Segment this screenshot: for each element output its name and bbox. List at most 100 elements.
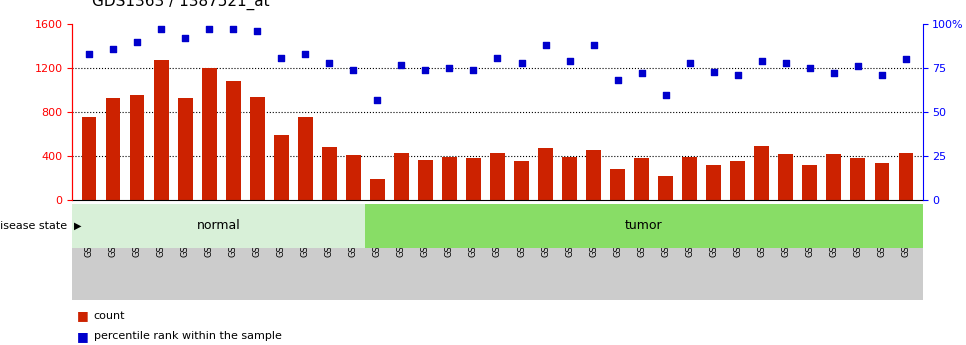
Bar — [586, 149, 601, 200]
Point — [490, 55, 505, 60]
Text: count: count — [94, 311, 126, 321]
Text: GSM33192: GSM33192 — [853, 211, 863, 257]
Bar — [106, 98, 121, 200]
Point — [730, 72, 746, 78]
Point — [850, 63, 866, 69]
Text: ■: ■ — [77, 330, 89, 343]
Point — [778, 60, 793, 66]
Point — [105, 46, 121, 51]
Bar — [250, 97, 265, 200]
Point — [802, 66, 817, 71]
Point — [417, 67, 433, 73]
Bar — [130, 95, 145, 200]
Bar — [467, 158, 481, 200]
Bar — [394, 153, 409, 200]
Point — [322, 60, 337, 66]
Point — [706, 69, 722, 75]
Text: GSM33177: GSM33177 — [517, 211, 526, 257]
Bar — [659, 176, 672, 200]
Bar — [442, 157, 457, 200]
Text: ■: ■ — [77, 309, 89, 322]
Bar — [803, 165, 817, 200]
Point — [538, 42, 554, 48]
Bar — [898, 153, 913, 200]
Bar — [365, 204, 923, 248]
Text: GSM33187: GSM33187 — [733, 211, 742, 257]
Point — [129, 39, 145, 45]
Text: GSM33164: GSM33164 — [229, 211, 238, 257]
Point — [394, 62, 410, 67]
Bar — [611, 169, 625, 200]
Bar — [155, 60, 168, 200]
Text: GSM33193: GSM33193 — [877, 211, 886, 257]
Text: GSM33183: GSM33183 — [637, 211, 646, 257]
Text: GSM33180: GSM33180 — [589, 211, 598, 257]
Bar — [779, 154, 793, 200]
Point — [81, 51, 97, 57]
Point — [610, 78, 625, 83]
Point — [273, 55, 289, 60]
Point — [466, 67, 481, 73]
Text: GSM33171: GSM33171 — [397, 211, 406, 257]
Bar — [706, 166, 721, 200]
Bar — [827, 154, 840, 200]
Bar — [82, 117, 97, 200]
Bar — [635, 158, 649, 200]
Text: percentile rank within the sample: percentile rank within the sample — [94, 332, 281, 341]
Bar — [874, 163, 889, 200]
Text: GSM33161: GSM33161 — [156, 211, 166, 257]
Bar — [346, 155, 360, 200]
Point — [370, 97, 385, 102]
Text: GSM33181: GSM33181 — [613, 211, 622, 257]
Point — [178, 36, 193, 41]
Text: GSM33162: GSM33162 — [181, 211, 189, 257]
Bar — [72, 204, 365, 248]
Bar — [730, 160, 745, 200]
Text: GSM33186: GSM33186 — [709, 211, 718, 257]
Bar — [562, 157, 577, 200]
Bar — [274, 135, 289, 200]
Point — [226, 27, 242, 32]
Point — [249, 28, 265, 34]
Text: GSM33163: GSM33163 — [205, 211, 213, 257]
Text: ▶: ▶ — [74, 221, 82, 231]
Text: GSM33191: GSM33191 — [829, 211, 838, 257]
Bar — [178, 98, 192, 200]
Text: GSM33168: GSM33168 — [325, 211, 334, 257]
Text: GSM33178: GSM33178 — [541, 211, 550, 257]
Bar — [514, 160, 528, 200]
Bar — [538, 148, 553, 200]
Point — [826, 71, 841, 76]
Text: GSM33179: GSM33179 — [565, 211, 574, 257]
Text: GSM33194: GSM33194 — [901, 211, 910, 257]
Text: GSM33160: GSM33160 — [132, 211, 142, 257]
Bar — [202, 68, 216, 200]
Text: GSM33189: GSM33189 — [781, 211, 790, 257]
Text: disease state: disease state — [0, 221, 68, 231]
Point — [441, 66, 457, 71]
Bar — [418, 160, 433, 200]
Text: GSM33159: GSM33159 — [109, 211, 118, 257]
Text: GSM33176: GSM33176 — [493, 211, 502, 257]
Bar — [298, 117, 313, 200]
Text: GSM33184: GSM33184 — [661, 211, 670, 257]
Bar — [682, 157, 696, 200]
Text: GSM33190: GSM33190 — [806, 211, 814, 257]
Text: GSM33158: GSM33158 — [85, 211, 94, 257]
Point — [298, 51, 313, 57]
Text: GSM33166: GSM33166 — [277, 211, 286, 257]
Point — [753, 58, 769, 64]
Point — [898, 57, 914, 62]
Bar — [850, 158, 865, 200]
Bar — [323, 147, 336, 200]
Point — [874, 72, 890, 78]
Point — [154, 27, 169, 32]
Bar — [491, 153, 504, 200]
Point — [202, 27, 217, 32]
Point — [585, 42, 601, 48]
Text: GSM33174: GSM33174 — [469, 211, 478, 257]
Point — [514, 60, 529, 66]
Text: normal: normal — [197, 219, 241, 233]
Text: GSM33169: GSM33169 — [349, 211, 358, 257]
Text: GSM33172: GSM33172 — [421, 211, 430, 257]
